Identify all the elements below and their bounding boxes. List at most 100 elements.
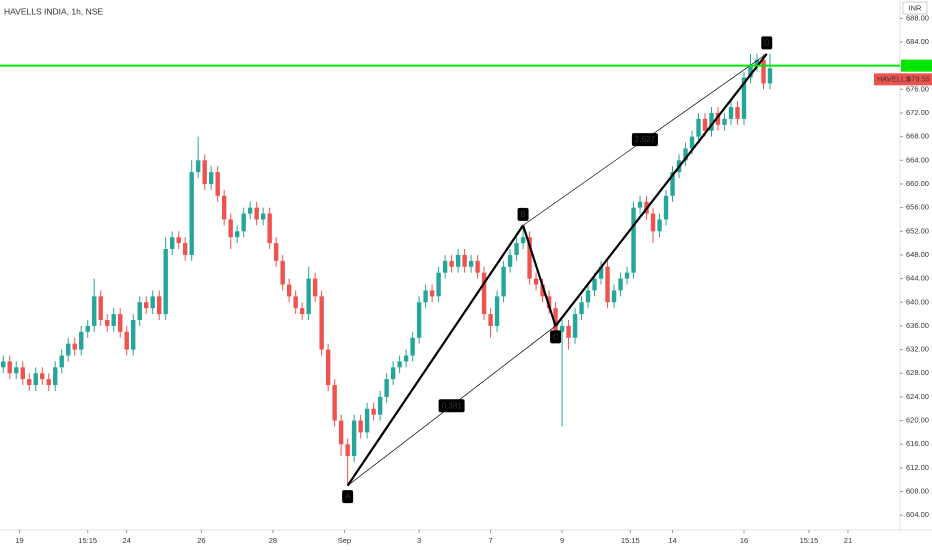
candle-body <box>585 290 591 303</box>
pattern-ratio-label-box <box>631 133 658 147</box>
candle-body <box>338 420 344 445</box>
x-tick-label: 28 <box>269 536 277 545</box>
candle-body <box>312 278 318 297</box>
currency-box <box>902 1 928 15</box>
candle-body <box>468 260 474 267</box>
candle-body <box>371 408 376 415</box>
x-tick-label: 24 <box>123 536 131 545</box>
candle-body <box>449 260 454 267</box>
candle-body <box>631 207 636 273</box>
candle-body <box>40 373 45 380</box>
candle-body <box>273 243 279 261</box>
candle-body <box>572 314 578 338</box>
candle-body <box>507 254 513 267</box>
candle-body <box>189 172 194 255</box>
candle-body <box>553 308 558 332</box>
pattern-ratio-label: 2.627 <box>635 135 656 144</box>
candle-body <box>377 396 383 415</box>
last-price-tag <box>874 73 932 86</box>
y-tick-label: 656.00 <box>906 203 929 212</box>
candle-body <box>403 355 409 362</box>
candle-body <box>696 118 701 137</box>
y-tick-label: 640.00 <box>906 297 929 306</box>
candle-body <box>488 314 493 326</box>
y-tick-label: 612.00 <box>906 463 929 472</box>
candle-body <box>260 213 266 220</box>
candle-body <box>767 68 773 84</box>
pattern-point-label: C <box>553 333 559 342</box>
candle-body <box>306 278 311 315</box>
candle-body <box>280 260 285 285</box>
candle-body <box>741 77 747 119</box>
candle-body <box>592 278 597 291</box>
x-tick-label: 7 <box>489 536 493 545</box>
x-tick-label: 15:15 <box>800 536 819 545</box>
candle-body <box>59 355 64 368</box>
candle-body <box>559 325 565 332</box>
x-tick-label: 3 <box>417 536 421 545</box>
y-tick-label: 668.00 <box>906 132 929 141</box>
candle-body <box>131 320 136 350</box>
candle-body <box>202 160 207 184</box>
candle-body <box>169 237 175 250</box>
candle-body <box>728 107 734 119</box>
candle-body <box>390 367 396 380</box>
candle-body <box>533 278 539 285</box>
candle-body <box>611 290 617 303</box>
candle-body <box>221 195 227 220</box>
candle-body <box>605 266 610 303</box>
candle-body <box>299 308 305 315</box>
candle-body <box>410 337 415 356</box>
candle-body <box>397 361 402 368</box>
candle-body <box>494 296 500 326</box>
pattern-ratio-label-box <box>438 399 465 413</box>
candle-body <box>1 361 6 368</box>
candle-body <box>53 367 58 386</box>
candle-body <box>650 213 656 232</box>
candle-body <box>72 343 77 350</box>
candle-body <box>267 213 272 244</box>
candle-body <box>150 296 155 309</box>
candle-body <box>520 237 526 244</box>
candle-body <box>66 343 71 356</box>
candle-body <box>709 112 714 131</box>
candle-body <box>455 254 461 267</box>
x-tick-label: 15:15 <box>621 536 640 545</box>
candle-body <box>254 207 259 220</box>
y-tick-label: 660.00 <box>906 179 929 188</box>
y-tick-label: 624.00 <box>906 392 929 401</box>
y-tick-label: 616.00 <box>906 439 929 448</box>
candle-body <box>442 260 448 273</box>
chart-title: HAVELLS INDIA, 1h, NSE <box>4 6 103 16</box>
y-tick-label: 652.00 <box>906 226 929 235</box>
y-tick-label: 664.00 <box>906 155 929 164</box>
candle-body <box>514 243 519 255</box>
candle-body <box>351 420 357 457</box>
y-tick-label: 628.00 <box>906 368 929 377</box>
candle-body <box>689 136 695 149</box>
candle-body <box>98 296 103 321</box>
candle-body <box>182 243 188 255</box>
x-tick-label: 21 <box>844 536 852 545</box>
candle-body <box>144 302 149 309</box>
candle-body <box>416 302 422 338</box>
candle-body <box>670 172 675 196</box>
candle-body <box>364 408 370 433</box>
y-tick-label: 608.00 <box>906 487 929 496</box>
x-tick-label: 15:15 <box>78 536 97 545</box>
candle-body <box>20 367 25 380</box>
candle-body <box>27 379 32 386</box>
candle-body <box>111 314 116 326</box>
candle-body <box>137 302 142 321</box>
candle-body <box>124 331 129 350</box>
pattern-point-label: D <box>764 38 770 47</box>
candle-body <box>79 331 84 350</box>
candle-body <box>105 320 110 326</box>
candle-body <box>663 195 669 220</box>
horizontal-line-tag <box>901 59 932 72</box>
x-tick-label: 19 <box>15 536 23 545</box>
x-tick-label: 14 <box>668 536 676 545</box>
candle-body <box>228 219 233 238</box>
